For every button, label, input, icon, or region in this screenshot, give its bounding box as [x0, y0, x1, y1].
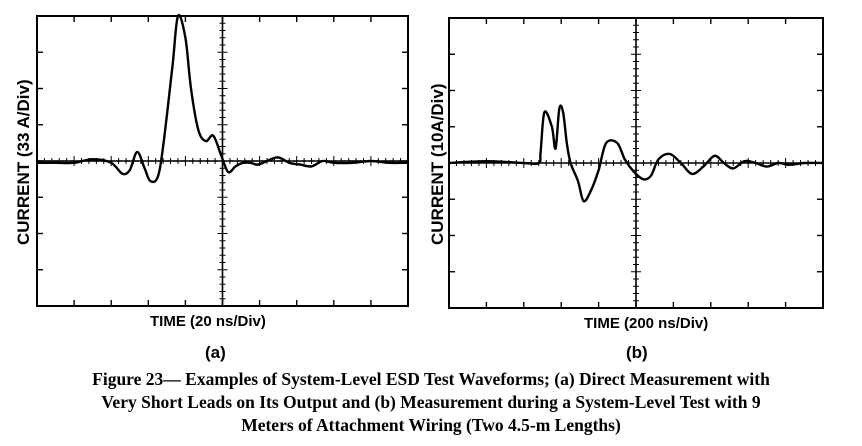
chart-b: CURRENT (10A/Div) TIME (200 ns/Div) (b) [420, 0, 862, 368]
chart-a-plot [36, 13, 409, 307]
chart-a-panel-label: (a) [205, 343, 226, 362]
figure-caption: Figure 23— Examples of System-Level ESD … [0, 368, 862, 437]
chart-b-panel-label: (b) [626, 343, 648, 362]
chart-a-x-axis-label: TIME (20 ns/Div) [150, 313, 266, 330]
caption-line-3: Meters of Attachment Wiring (Two 4.5-m L… [241, 415, 621, 435]
chart-b-x-axis-label: TIME (200 ns/Div) [584, 315, 709, 332]
caption-line-1: Figure 23— Examples of System-Level ESD … [92, 369, 770, 389]
chart-b-plot [448, 17, 824, 309]
chart-b-y-axis-label: CURRENT (10A/Div) [428, 83, 447, 245]
chart-a: CURRENT (33 A/Div) TIME (20 ns/Div) (a) [0, 0, 420, 368]
chart-a-y-axis-label: CURRENT (33 A/Div) [14, 79, 33, 245]
chart-b-waveform-trace [448, 104, 824, 203]
caption-line-2: Very Short Leads on Its Output and (b) M… [101, 392, 761, 412]
chart-a-waveform-trace [36, 13, 409, 184]
